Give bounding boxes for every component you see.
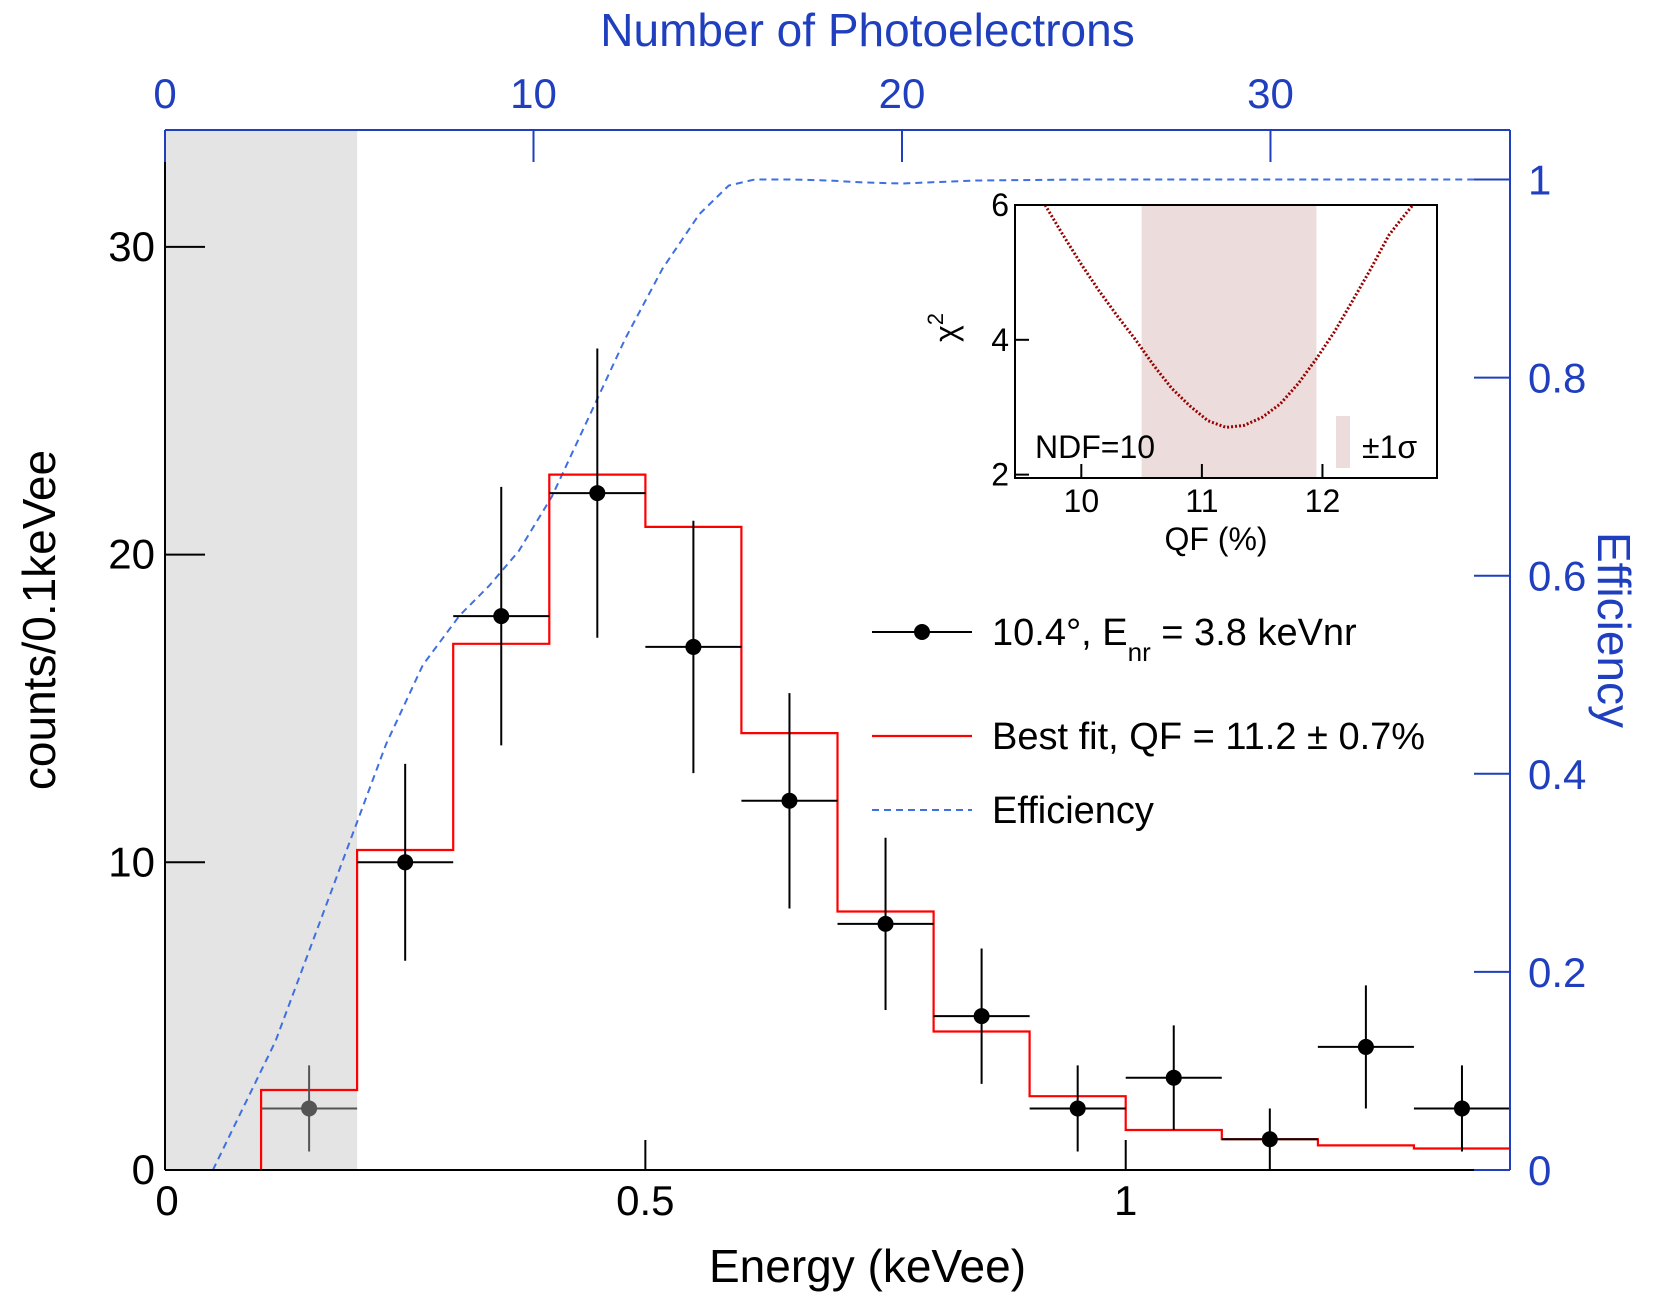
data-point	[1221, 1108, 1318, 1170]
data-point	[645, 520, 742, 774]
data-point	[1125, 1025, 1222, 1130]
data-marker	[589, 485, 606, 502]
efficiency-curve	[212, 178, 1510, 1171]
legend-fit-label: Best fit, QF = 11.2 ± 0.7%	[992, 716, 1425, 758]
data-point	[549, 348, 646, 638]
data-marker	[1453, 1100, 1470, 1117]
best-fit-histogram	[259, 473, 1510, 1171]
inset-x-axis-title: QF (%)	[1164, 521, 1267, 557]
x2-tick-label: 0	[153, 70, 176, 117]
x2-axis-title: Number of Photoelectrons	[600, 4, 1134, 56]
legend-data-marker	[914, 624, 930, 640]
data-point	[1317, 985, 1414, 1109]
data-marker	[685, 638, 702, 655]
data-marker	[1357, 1038, 1374, 1055]
data-point	[837, 837, 934, 1010]
inset-x-tick-label: 11	[1185, 483, 1218, 519]
x2-tick-label: 30	[1247, 70, 1294, 117]
y2-tick-label: 0.4	[1528, 751, 1586, 798]
y-tick-label: 10	[108, 838, 155, 885]
inset-chi2-curve	[1043, 204, 1415, 429]
data-point	[357, 763, 454, 961]
inset-sigma-legend-label: ±1σ	[1362, 429, 1417, 465]
data-marker	[493, 608, 510, 625]
legend-data-label-main: 10.4°, E	[992, 612, 1128, 654]
data-point	[1413, 1065, 1510, 1152]
data-point	[741, 693, 838, 909]
y2-tick-label: 0.6	[1528, 553, 1586, 600]
inset-x-tick-label: 10	[1064, 483, 1100, 519]
data-marker	[973, 1008, 990, 1025]
y2-axis-title: Efficiency	[1588, 532, 1640, 728]
legend-data-label: 10.4°, Enr = 3.8 keVnr	[992, 612, 1357, 667]
inset-frame	[1014, 204, 1438, 479]
data-marker	[397, 854, 414, 871]
data-marker	[301, 1100, 318, 1117]
inset-y-tick-label: 2	[991, 457, 1009, 493]
legend-data-label-subscript: nr	[1128, 637, 1151, 667]
data-point	[933, 948, 1030, 1084]
x-tick-label: 1	[1114, 1177, 1137, 1224]
inset-x-tick-label: 12	[1305, 483, 1341, 519]
data-marker	[1069, 1100, 1086, 1117]
data-marker	[1165, 1069, 1182, 1086]
legend-data-label-rest: = 3.8 keVnr	[1151, 612, 1357, 654]
main-plot	[212, 178, 1510, 1171]
data-point	[261, 1065, 358, 1152]
threshold-region	[165, 130, 358, 1170]
y2-tick-label: 0.2	[1528, 949, 1586, 996]
y-axis-title: counts/0.1keVee	[13, 450, 65, 790]
data-marker	[1261, 1131, 1278, 1148]
inset-y-axis-title: χ2	[923, 313, 964, 342]
y-tick-label: 0	[132, 1146, 155, 1193]
x2-tick-label: 20	[879, 70, 926, 117]
y2-tick-label: 1	[1528, 157, 1551, 204]
data-marker	[877, 915, 894, 932]
y2-tick-label: 0	[1528, 1147, 1551, 1194]
legend-efficiency-label: Efficiency	[992, 790, 1154, 832]
x2-tick-label: 10	[510, 70, 557, 117]
threshold-shade	[165, 130, 358, 1170]
data-marker	[781, 792, 798, 809]
y2-tick-label: 0.8	[1528, 355, 1586, 402]
inset-sigma-legend-swatch	[1336, 416, 1350, 468]
data-point	[1029, 1065, 1126, 1152]
x-tick-label: 0	[155, 1177, 178, 1224]
inset-y-tick-label: 6	[991, 187, 1009, 223]
x-axis-title: Energy (keVee)	[709, 1240, 1026, 1292]
y-tick-label: 30	[108, 223, 155, 270]
inset-sigma-band	[1141, 205, 1317, 478]
y-tick-label: 20	[108, 531, 155, 578]
data-point	[453, 486, 550, 746]
inset-y-axis-title-superscript: 2	[923, 313, 948, 325]
inset-ndf-label: NDF=10	[1035, 429, 1155, 465]
inset-y-tick-label: 4	[991, 322, 1009, 358]
x-tick-label: 0.5	[616, 1177, 674, 1224]
inset-y-axis-title-main: χ	[928, 325, 964, 342]
legend: 10.4°, Enr = 3.8 keVnr Best fit, QF = 11.…	[872, 612, 1425, 832]
